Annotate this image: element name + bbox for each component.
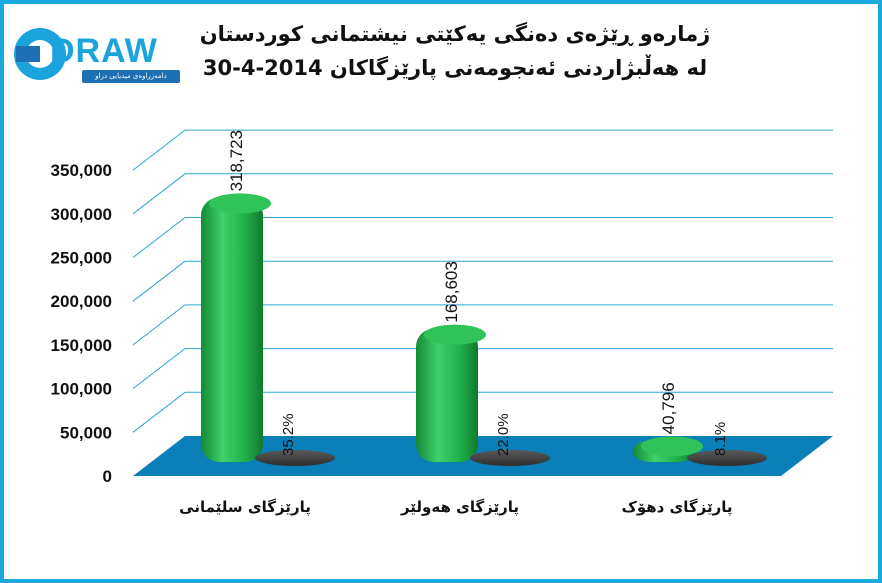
data-label-value: 168,603 — [442, 261, 461, 322]
y-tick-label: 50,000 — [60, 423, 112, 442]
bar-value-cap — [209, 193, 271, 214]
gridline-diagonal — [132, 217, 186, 258]
x-category-label: پارێزگای سلێمانی — [179, 498, 311, 517]
gridline-diagonal — [132, 348, 186, 389]
bar-percentage — [255, 450, 335, 466]
data-label-value: 318,723 — [227, 130, 246, 191]
x-category-label: پارێزگای هەولێر — [400, 498, 519, 517]
gridline-diagonal — [132, 260, 186, 302]
bar-value-cap — [641, 436, 703, 457]
y-tick-label: 300,000 — [51, 205, 112, 224]
data-label-value: 40,796 — [659, 382, 678, 434]
y-tick-label: 250,000 — [51, 249, 112, 268]
gridline-diagonal — [132, 129, 186, 171]
gridline-diagonal — [132, 304, 186, 346]
data-label-percentage: 35.2% — [280, 413, 297, 456]
y-tick-label: 150,000 — [51, 336, 112, 355]
chart-title-line-2: لە هەڵبژاردنی ئەنجومەنی پارێزگاکان 2014-… — [202, 56, 708, 80]
draw-logo: DRAW دامەزراوەی میدیایی دراو — [12, 24, 182, 88]
y-tick-label: 0 — [103, 467, 112, 486]
bar-value-cap — [424, 324, 486, 345]
bar-percentage — [470, 450, 550, 466]
bar-value — [201, 197, 263, 462]
y-tick-label: 200,000 — [51, 292, 112, 311]
y-tick-label: 350,000 — [51, 161, 112, 180]
bar-percentage — [687, 450, 767, 466]
x-category-label: پارێزگای دهۆک — [621, 498, 732, 517]
y-tick-label: 100,000 — [51, 380, 112, 399]
data-label-percentage: 8.1% — [712, 422, 729, 456]
logo-subtitle: دامەزراوەی میدیایی دراو — [82, 70, 180, 83]
bar-value — [416, 328, 478, 462]
gridline-diagonal — [132, 391, 186, 433]
data-label-percentage: 22.0% — [495, 413, 512, 456]
chart-title-line-1: ژمارەو ڕێژەی دەنگی یەکێتی نیشتمانی کوردس… — [199, 22, 711, 46]
logo-d-mark-icon — [14, 28, 66, 80]
logo-text: DRAW — [50, 32, 158, 70]
gridline-diagonal — [132, 173, 186, 215]
